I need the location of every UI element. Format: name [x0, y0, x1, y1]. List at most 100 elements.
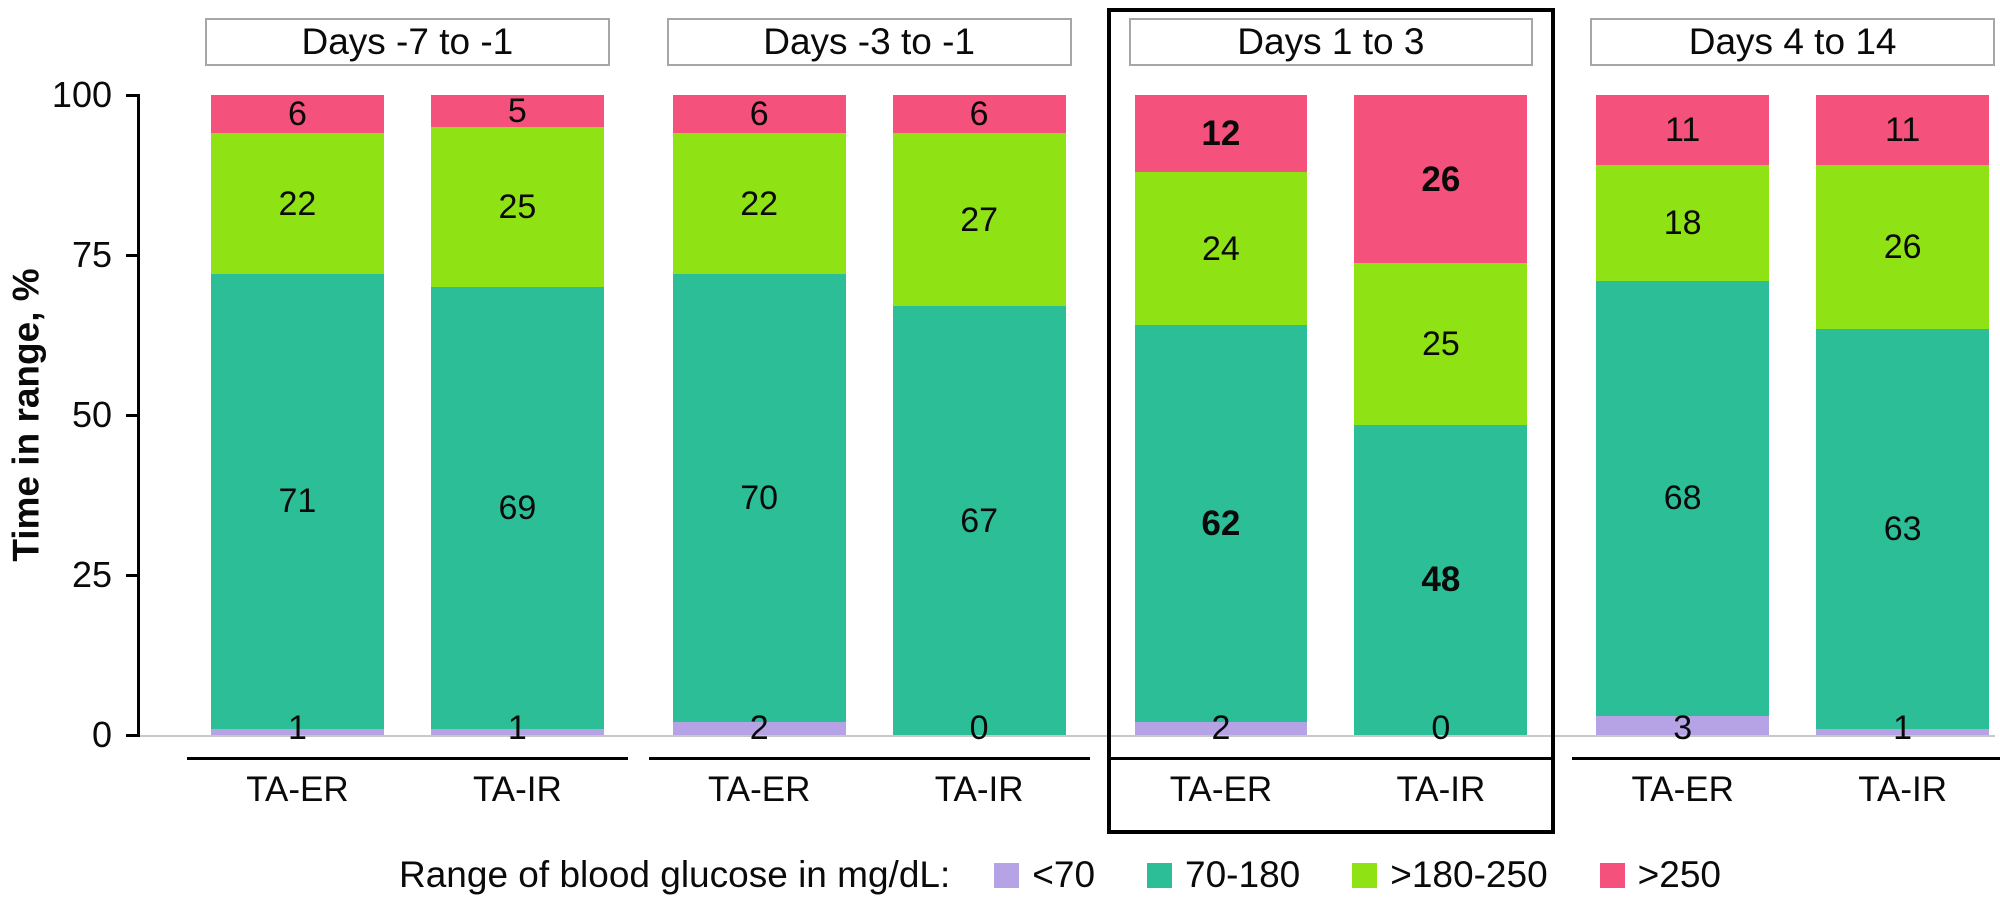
panel-title-days-3-to-1: Days -3 to -1 [666, 18, 1072, 66]
segment-250: 5 [430, 92, 604, 130]
legend-swatch [994, 862, 1020, 888]
segment-180-250: 22 [211, 133, 384, 275]
segment-value-below: 2 [749, 709, 769, 747]
segment-value: 22 [278, 184, 317, 223]
segment-70 [1596, 715, 1770, 736]
panel-axis-line [1110, 757, 1552, 760]
y-axis: 0 25 50 75 100 [0, 74, 140, 755]
bar-names: TA-ER TA-IR [1129, 770, 1534, 810]
bar-days-3-to-1-ta-ir: 6 27 67 0 [892, 95, 1066, 745]
segment-value: 6 [749, 95, 769, 134]
segment-250: 11 [1596, 95, 1770, 166]
y-tick-mark [126, 734, 140, 737]
segment-70 [430, 728, 604, 735]
x-baseline [140, 735, 1995, 737]
y-tick-mark [126, 254, 140, 257]
legend-item-70-180: 70-180 [1147, 854, 1300, 896]
segment-180-250: 24 [1134, 171, 1308, 326]
segment-value: 27 [960, 200, 999, 239]
segment-180-250: 18 [1596, 165, 1770, 281]
bars-group: 6 22 71 1 5 25 69 1 [205, 92, 610, 745]
panel-days-4-to-14: Days 4 to 14 11 18 68 3 11 26 63 1 TA-ER TA-IR [1572, 0, 2000, 810]
panel-axis-line [187, 757, 628, 760]
segment-value: 22 [740, 184, 779, 223]
segment-70 [211, 728, 384, 736]
segment-180-250: 22 [672, 133, 846, 275]
segment-value-below: 0 [969, 709, 989, 747]
panel-days-3-to-1: Days -3 to -1 6 22 70 2 6 27 67 0 TA-ER TA-IR [648, 0, 1090, 810]
segment-180-250: 26 [1816, 164, 1989, 330]
segment-value: 18 [1663, 204, 1702, 242]
panel-days-1-to-3: Days 1 to 3 12 24 62 2 26 25 48 0 TA-ER TA-IR [1106, 0, 1556, 834]
bar-label-ta-ir: TA-IR [1858, 770, 1947, 809]
segment-70-180: 48 [1354, 424, 1528, 735]
segment-value-below: 0 [1431, 709, 1451, 747]
segment-value-below: 3 [1673, 709, 1693, 747]
segment-value: 12 [1201, 113, 1241, 153]
legend-item-180-250: >180-250 [1352, 854, 1548, 896]
bar-label-ta-ir: TA-IR [1396, 770, 1486, 809]
segment-value: 26 [1883, 228, 1922, 267]
segment-value: 11 [1665, 111, 1701, 150]
bar-days-3-to-1-ta-er: 6 22 70 2 [672, 95, 846, 745]
bar-days-1-to-3-ta-er: 12 24 62 2 [1134, 95, 1308, 745]
bar-label-ta-er: TA-ER [1631, 770, 1734, 809]
y-tick-label: 0 [91, 714, 112, 755]
segment-70-180: 68 [1596, 280, 1770, 716]
segment-value-below: 1 [287, 709, 307, 747]
legend-swatch [1352, 862, 1378, 888]
segment-value: 71 [278, 482, 317, 521]
segment-value: 25 [498, 188, 537, 226]
segment-180-250: 25 [1354, 263, 1528, 425]
bar-label-ta-er: TA-ER [246, 770, 349, 809]
legend-label: >250 [1637, 854, 1721, 895]
bar-names: TA-ER TA-IR [1590, 770, 1995, 810]
segment-70-180: 67 [892, 306, 1066, 735]
segment-value: 68 [1663, 479, 1702, 518]
bar-label-ta-ir: TA-IR [472, 770, 562, 809]
panel-days-7-to-1: Days -7 to -1 6 22 71 1 5 25 69 1 TA-ER TA-IR [187, 0, 628, 810]
segment-value-below: 1 [1893, 709, 1913, 747]
segment-70 [1134, 722, 1308, 735]
legend: Range of blood glucose in mg/dL: <70 70-1… [60, 854, 2000, 896]
segment-250: 12 [1134, 95, 1308, 172]
segment-70-180: 62 [1134, 325, 1308, 723]
segment-180-250: 27 [892, 133, 1066, 307]
segment-value-below: 2 [1211, 709, 1231, 747]
bar-label-ta-er: TA-ER [707, 770, 811, 809]
segment-70-180: 71 [211, 274, 384, 729]
bar-label-ta-ir: TA-IR [934, 770, 1024, 809]
segment-value: 70 [740, 479, 779, 518]
legend-label: 70-180 [1185, 854, 1301, 895]
segment-70-180: 63 [1816, 329, 1989, 729]
bars-group: 11 18 68 3 11 26 63 1 [1590, 95, 1995, 745]
segment-value: 62 [1201, 504, 1241, 544]
segment-180-250: 25 [430, 127, 604, 287]
segment-value: 26 [1421, 159, 1461, 199]
legend-items: <70 70-180 >180-250 >250 [994, 854, 1721, 896]
segment-250: 6 [211, 95, 384, 134]
bar-days-4-to-14-ta-ir: 11 26 63 1 [1816, 95, 1989, 745]
segment-value: 5 [507, 92, 527, 130]
legend-title: Range of blood glucose in mg/dL: [399, 854, 951, 895]
segment-70-180: 69 [430, 287, 604, 729]
bar-label-ta-er: TA-ER [1169, 770, 1273, 809]
y-tick-label: 50 [71, 394, 112, 435]
segment-250: 6 [672, 95, 846, 134]
panel-title-days-7-to-1: Days -7 to -1 [205, 18, 610, 66]
segment-250: 11 [1816, 95, 1989, 165]
segment-value: 67 [960, 501, 999, 540]
segment-value: 11 [1884, 110, 1921, 149]
panel-title-days-1-to-3: Days 1 to 3 [1128, 18, 1534, 66]
y-tick-label: 25 [71, 554, 112, 595]
legend-label: <70 [1032, 854, 1096, 895]
y-tick-mark [126, 574, 140, 577]
segment-value: 69 [498, 488, 537, 527]
y-tick-mark [126, 94, 140, 97]
segment-value: 63 [1883, 510, 1922, 549]
bars-group: 12 24 62 2 26 25 48 0 [1129, 95, 1534, 745]
segment-value-below: 1 [507, 709, 527, 747]
legend-item-70: <70 [994, 854, 1095, 896]
segment-value: 48 [1421, 560, 1461, 600]
